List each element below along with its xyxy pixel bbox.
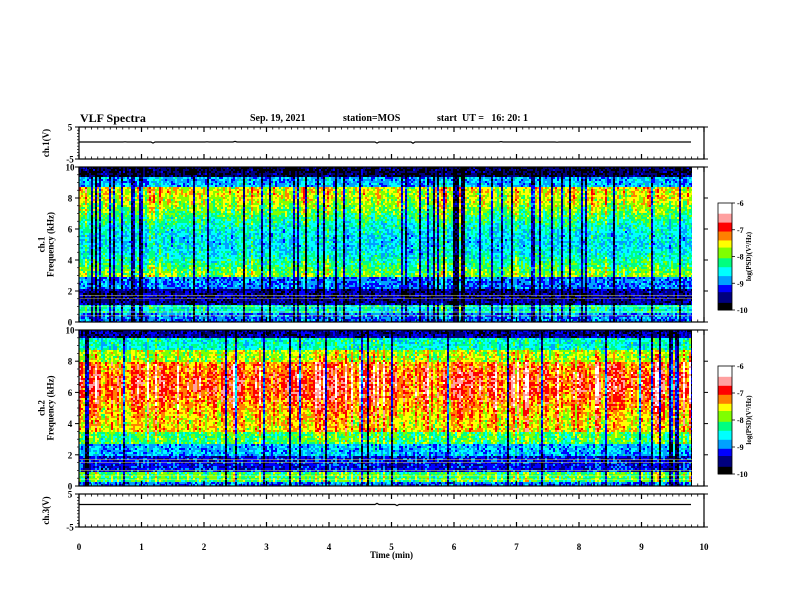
x-tick-label: 1 [139, 542, 144, 552]
x-tick-label: 8 [577, 542, 582, 552]
spectrogram-blank-1 [692, 167, 704, 322]
x-tick-label: 4 [327, 542, 332, 552]
y-tick-label: 6 [68, 225, 73, 235]
colorbar-label: log(PSD)(V²/Hz) [745, 231, 753, 281]
colorbar-1 [718, 203, 732, 311]
ch2-frequency-label: Frequency (kHz) [46, 375, 56, 440]
x-axis-label: Time (min) [370, 550, 413, 560]
waveform-trace-1 [79, 141, 691, 143]
y-tick-label: 8 [68, 194, 73, 204]
y-tick-label: 8 [68, 357, 73, 367]
y-tick-label: -5 [66, 523, 74, 533]
spectrogram-image-2 [79, 330, 693, 486]
colorbar-tick-label: -8 [737, 416, 744, 425]
y-tick-label: 10 [66, 163, 76, 173]
colorbar-tick-label: -10 [737, 470, 748, 479]
x-tick-label: 0 [77, 542, 82, 552]
ch1-frequency-label: Frequency (kHz) [46, 212, 56, 277]
waveform-trace-3 [79, 503, 691, 505]
x-tick-label: 7 [514, 542, 519, 552]
colorbar-tick-label: -6 [737, 199, 744, 208]
x-tick-label: 2 [202, 542, 207, 552]
x-tick-label: 9 [639, 542, 644, 552]
y-tick-label: 5 [68, 123, 73, 133]
colorbar-tick-label: -9 [737, 443, 744, 452]
y-tick-label: 10 [66, 326, 76, 336]
x-tick-label: 10 [700, 542, 710, 552]
colorbar-tick-label: -6 [737, 362, 744, 371]
colorbar-tick-label: -9 [737, 279, 744, 288]
x-tick-label: 6 [452, 542, 457, 552]
colorbar-tick-label: -10 [737, 306, 748, 315]
colorbar-2 [718, 366, 732, 475]
colorbar-tick-label: -8 [737, 253, 744, 262]
y-tick-label: 2 [68, 287, 73, 297]
y-tick-label: 5 [68, 490, 73, 500]
y-tick-label: 2 [68, 450, 73, 460]
colorbar-label: log(PSD)(V²/Hz) [745, 395, 753, 445]
ch1-voltage-label: ch.1(V) [41, 129, 51, 157]
y-tick-label: 6 [68, 388, 73, 398]
colorbar-tick-label: -7 [737, 226, 744, 235]
y-tick-label: 4 [68, 256, 73, 266]
spectrogram-image-1 [79, 167, 693, 323]
colorbar-tick-label: -7 [737, 389, 744, 398]
ch3-voltage-label: ch.3(V) [41, 496, 51, 524]
vlf-figure: 5-5024681002468105-5ch.1(V)ch.1 Frequency… [0, 0, 792, 612]
x-tick-label: 3 [264, 542, 269, 552]
spectrogram-blank-2 [692, 330, 704, 486]
y-tick-label: 4 [68, 419, 73, 429]
